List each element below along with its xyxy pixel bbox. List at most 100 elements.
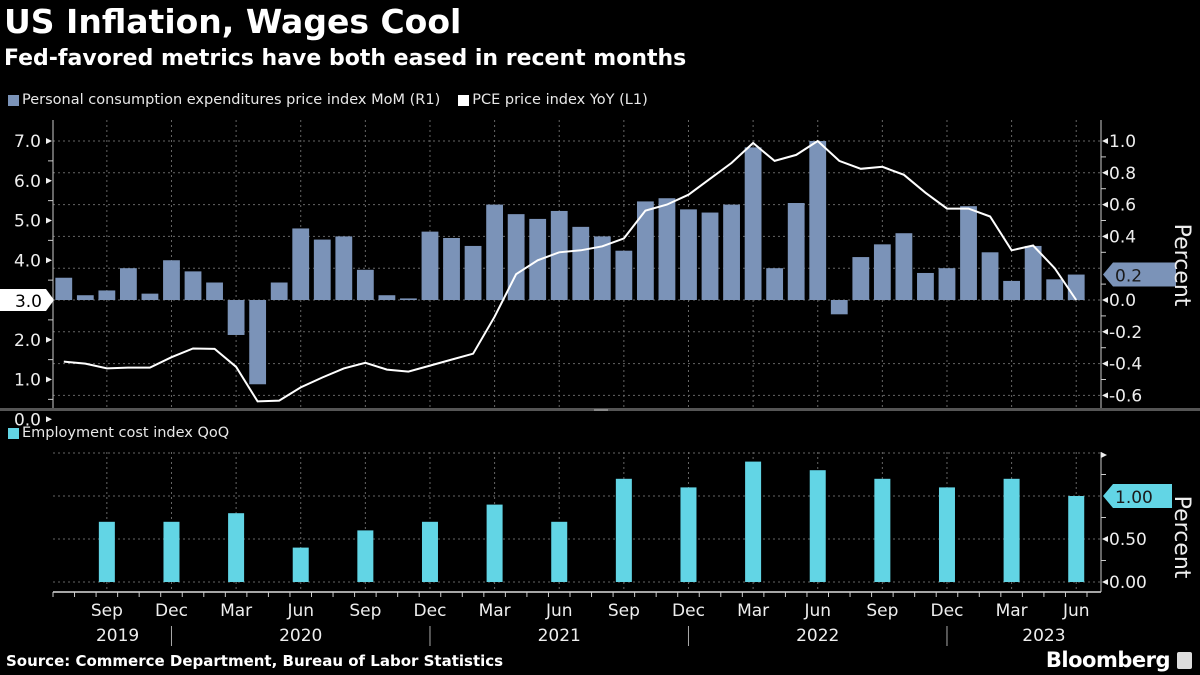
x-tick-label: Mar xyxy=(479,601,511,621)
mom-bar xyxy=(378,295,396,300)
eci-bar xyxy=(938,487,955,582)
x-tick-label: Dec xyxy=(931,601,964,621)
eci-bar xyxy=(809,470,826,582)
mom-bar xyxy=(917,272,934,300)
x-year-label: 2019 xyxy=(96,626,139,646)
mom-bar xyxy=(787,203,805,300)
x-tick-label: Sep xyxy=(866,601,898,621)
mom-bar xyxy=(723,204,740,300)
x-tick-label: Jun xyxy=(1062,601,1090,621)
right-tick-mark xyxy=(1102,328,1108,335)
mom-bar xyxy=(830,300,848,315)
right-tick-mark xyxy=(1102,297,1108,303)
bottom-right-tick-mark xyxy=(1102,536,1108,542)
left-tick-label: 6.0 xyxy=(14,172,41,192)
right-tick-label: -0.4 xyxy=(1109,355,1142,375)
eci-bar xyxy=(98,521,115,582)
right-tick-label: 0.0 xyxy=(1109,291,1136,311)
right-tick-label: 1.0 xyxy=(1109,132,1136,152)
mom-bar xyxy=(184,271,202,300)
eci-bars xyxy=(98,461,1085,582)
x-tick-label: Jun xyxy=(286,601,314,621)
bottom-last-value-text: 1.00 xyxy=(1115,488,1153,508)
top-legend: Personal consumption expenditures price … xyxy=(8,92,662,108)
eci-bar xyxy=(551,521,568,582)
mom-bar xyxy=(744,147,762,300)
mom-bar xyxy=(1046,279,1064,300)
mom-bars xyxy=(55,141,1085,385)
right-tick-label: 0.6 xyxy=(1109,196,1136,216)
mom-bar xyxy=(163,260,180,300)
legend-swatch-yoy xyxy=(458,94,470,106)
legend-swatch-eci xyxy=(8,427,19,439)
mom-bar xyxy=(119,268,137,300)
legend-label-eci: Employment cost index QoQ xyxy=(22,425,230,441)
bloomberg-logo: Bloomberg xyxy=(1045,648,1171,672)
mom-bar xyxy=(76,295,94,300)
legend-label-mom: Personal consumption expenditures price … xyxy=(22,92,441,108)
x-tick-label: Jun xyxy=(545,601,573,621)
mom-bar xyxy=(766,268,784,300)
bottom-last-value-badge xyxy=(1103,484,1172,508)
right-tick-label: -0.2 xyxy=(1109,323,1142,343)
mom-bar xyxy=(658,198,676,300)
eci-bar xyxy=(680,487,697,582)
left-tick-mark xyxy=(46,138,52,144)
x-year-label: 2021 xyxy=(538,626,581,646)
right-tick-mark xyxy=(1102,201,1108,208)
mom-bar xyxy=(55,277,73,300)
left-tick-label: 4.0 xyxy=(14,251,41,271)
legend-item-mom: Personal consumption expenditures price … xyxy=(8,92,440,108)
right-tick-label: 0.4 xyxy=(1109,227,1136,247)
yoy-line xyxy=(63,139,1078,403)
left-tick-label: 0.0 xyxy=(14,410,41,430)
x-tick-label: Dec xyxy=(155,601,188,621)
right-last-value-badge xyxy=(1103,262,1176,287)
mom-bar xyxy=(270,282,288,300)
mom-bar xyxy=(249,300,267,385)
bottom-legend: Employment cost index QoQ xyxy=(8,425,243,441)
mom-bar xyxy=(227,300,245,335)
mom-bar xyxy=(701,212,719,300)
right-tick-mark xyxy=(1102,138,1108,144)
source-note: Source: Commerce Department, Bureau of L… xyxy=(6,652,504,670)
left-tick-mark xyxy=(46,336,52,343)
x-year-label: 2022 xyxy=(796,626,839,646)
left-tick-label: 7.0 xyxy=(14,132,41,152)
mom-bar xyxy=(938,268,956,300)
mom-bar xyxy=(464,245,482,300)
left-tick-mark xyxy=(46,257,52,264)
eci-bar xyxy=(486,504,503,582)
mom-bar xyxy=(572,226,590,300)
left-tick-label: 2.0 xyxy=(14,331,41,351)
chart-subtitle: Fed-favored metrics have both eased in r… xyxy=(4,46,687,71)
mom-bar xyxy=(141,293,159,300)
eci-bar xyxy=(292,547,309,582)
legend-swatch-mom xyxy=(8,94,19,106)
mom-bar xyxy=(335,236,353,300)
mom-bar xyxy=(507,214,525,300)
mom-bar xyxy=(98,290,116,300)
bottom-axis-arrow xyxy=(1101,452,1107,458)
chart-title: US Inflation, Wages Cool xyxy=(4,2,462,41)
bottom-axis-title: Percent xyxy=(1169,496,1194,579)
left-tick-label: 1.0 xyxy=(14,371,41,391)
legend-item-yoy: PCE price index YoY (L1) xyxy=(458,92,648,108)
eci-bar xyxy=(1068,496,1085,582)
mom-bar xyxy=(486,204,504,300)
x-tick-label: Dec xyxy=(414,601,447,621)
eci-bar xyxy=(228,513,245,582)
left-tick-mark xyxy=(46,217,52,224)
mom-bar xyxy=(680,209,697,300)
eci-bar xyxy=(874,478,891,582)
right-tick-mark xyxy=(1102,360,1108,367)
right-tick-mark xyxy=(1102,233,1108,240)
mom-bar xyxy=(873,244,891,300)
right-last-value-text: 0.2 xyxy=(1115,267,1142,287)
eci-bar xyxy=(163,521,180,582)
left-tick-label: 5.0 xyxy=(14,212,41,232)
mom-bar xyxy=(981,252,999,300)
mom-bar xyxy=(1024,245,1042,300)
mom-bar xyxy=(960,206,977,300)
mom-bar xyxy=(593,236,611,300)
